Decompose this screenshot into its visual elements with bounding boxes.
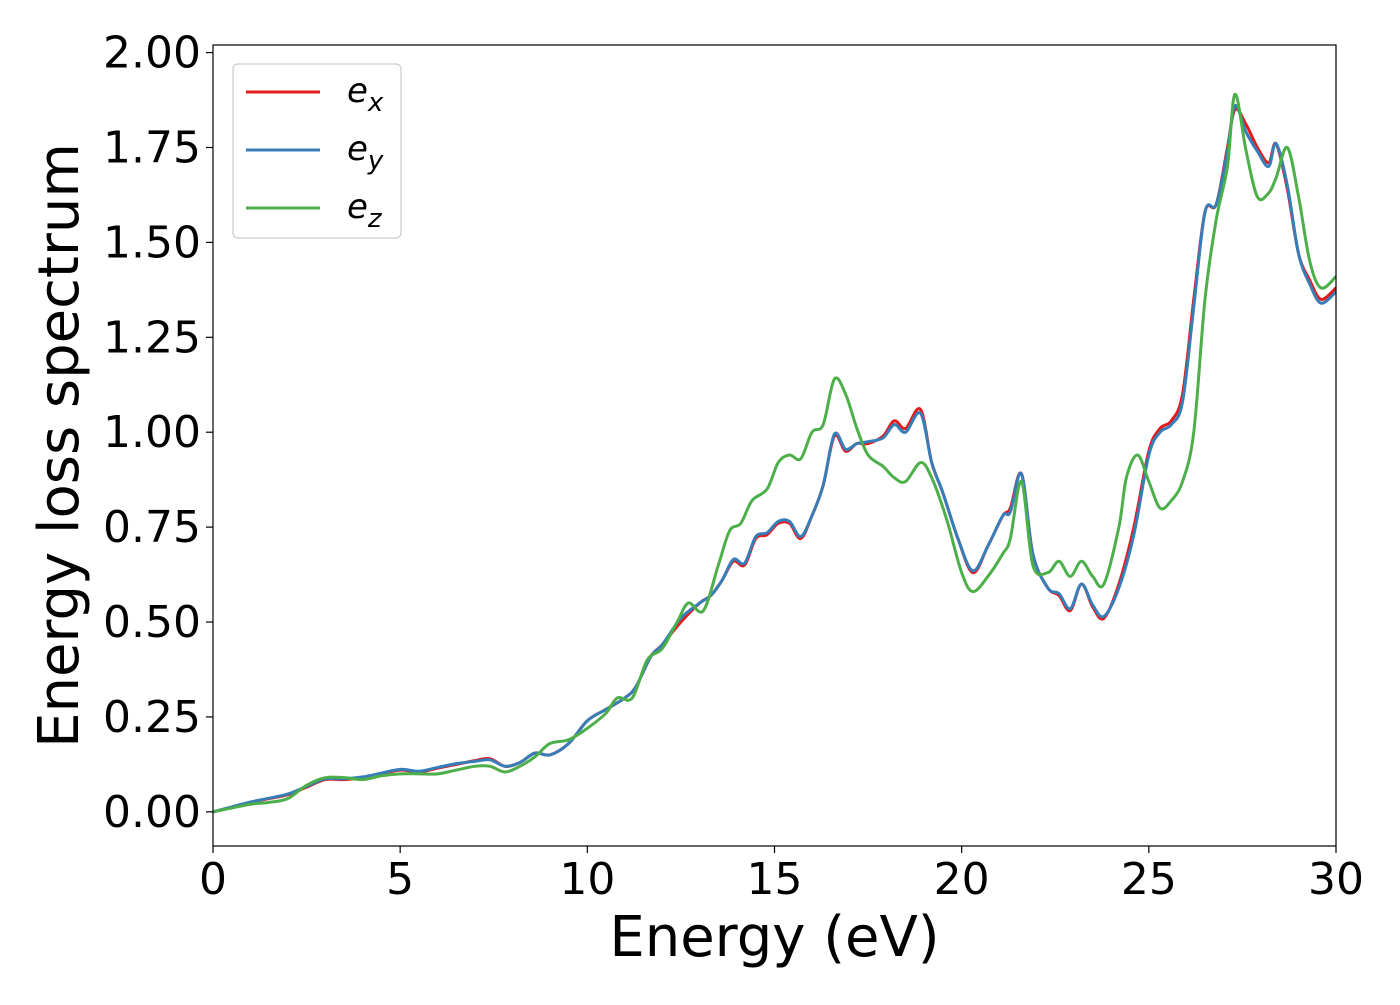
x-tick-label: 15	[747, 854, 803, 905]
x-tick-label: 30	[1308, 854, 1364, 905]
y-tick-label: 0.25	[103, 692, 201, 743]
legend-label-ey: ey	[347, 129, 384, 176]
y-axis-label: Energy loss spectrum	[27, 143, 92, 748]
legend: ex ey ez	[232, 63, 402, 239]
y-tick-label: 0.00	[103, 787, 201, 838]
legend-label-ex: ex	[347, 71, 384, 118]
y-tick-label: 2.00	[103, 28, 201, 79]
y-tick-label: 1.50	[103, 217, 201, 268]
series-line-ey	[213, 104, 1336, 814]
legend-label-ez: ez	[347, 187, 383, 234]
series-lines	[213, 92, 1336, 814]
series-line-ez	[213, 92, 1336, 814]
x-tick-label: 25	[1121, 854, 1177, 905]
x-tick-label: 5	[386, 854, 414, 905]
y-tick-label: 1.25	[103, 312, 201, 363]
x-axis-label: Energy (eV)	[609, 905, 939, 970]
y-tick-label: 1.00	[103, 407, 201, 458]
x-tick-label: 20	[934, 854, 990, 905]
y-tick-label: 0.50	[103, 597, 201, 648]
y-tick-label: 1.75	[103, 122, 201, 173]
x-tick-label: 0	[199, 854, 227, 905]
x-tick-label: 10	[559, 854, 615, 905]
y-axis-ticks: 0.00 0.25 0.50 0.75 1.00 1.25 1.50 1.75 2.00	[103, 28, 213, 838]
y-tick-label: 0.75	[103, 502, 201, 553]
x-axis-ticks: 0 5 10 15 20 25 30	[199, 846, 1364, 905]
